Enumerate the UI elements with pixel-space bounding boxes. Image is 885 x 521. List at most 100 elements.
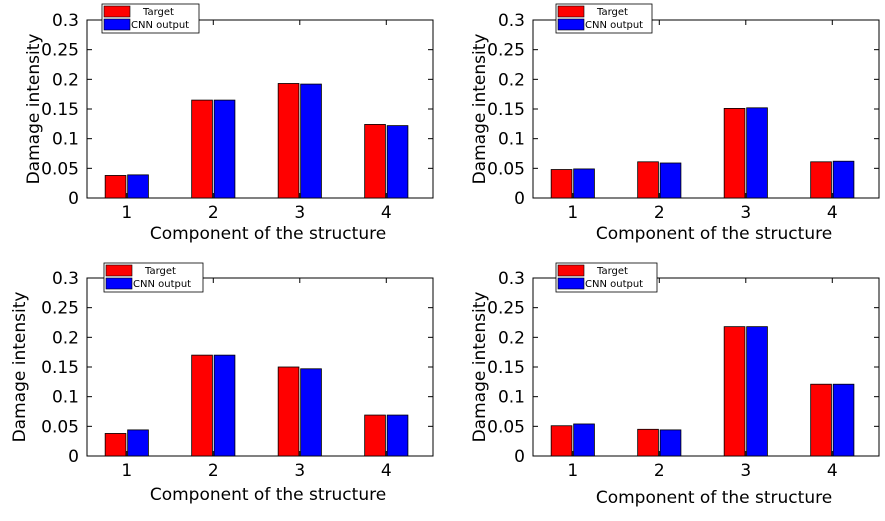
bar-target-3 xyxy=(277,366,300,457)
x-axis-label: Component of the structure xyxy=(150,485,386,505)
legend-swatch-cnn xyxy=(557,277,585,290)
legend-label-cnn: CNN output xyxy=(585,279,643,290)
bar-target-2 xyxy=(637,428,659,457)
x-tick-label: 1 xyxy=(567,461,578,481)
legend-swatch-target xyxy=(105,264,133,277)
x-tick-label: 3 xyxy=(294,461,305,481)
bar-target-1 xyxy=(104,433,127,457)
bar-cnn-2 xyxy=(659,162,682,199)
y-tick-label: 0.3 xyxy=(52,11,79,31)
legend: Target CNN output xyxy=(555,262,658,293)
bar-cnn-4 xyxy=(832,160,855,199)
bar-target-2 xyxy=(637,161,659,199)
x-tick-label: 2 xyxy=(654,461,665,481)
y-tick-label: 0.25 xyxy=(41,41,79,61)
y-tick-label: 0.1 xyxy=(498,388,525,408)
legend-swatch-target xyxy=(557,264,585,277)
y-tick-label: 0.05 xyxy=(41,417,79,437)
y-tick-label: 0.3 xyxy=(498,269,525,289)
x-tick-label: 2 xyxy=(654,203,665,223)
bar-cnn-3 xyxy=(300,368,322,457)
bar-cnn-4 xyxy=(386,125,409,199)
legend-swatch-cnn xyxy=(103,18,131,31)
x-tick-label: 3 xyxy=(294,203,305,223)
bar-cnn-1 xyxy=(573,423,595,457)
legend-swatch-target xyxy=(557,5,585,18)
bar-cnn-1 xyxy=(127,429,149,457)
y-tick-label: 0.15 xyxy=(41,358,79,378)
legend: Target CNN output xyxy=(101,3,200,34)
y-axis-label: Damage intensity xyxy=(24,34,44,185)
legend-label-cnn: CNN output xyxy=(585,20,643,31)
bar-target-4 xyxy=(810,161,832,199)
bar-cnn-3 xyxy=(746,107,768,199)
legend: Target CNN output xyxy=(103,262,204,293)
bar-cnn-3 xyxy=(300,83,322,199)
x-tick-label: 1 xyxy=(121,461,132,481)
bar-target-4 xyxy=(364,414,386,457)
y-axis-label: Damage intensity xyxy=(10,292,30,443)
x-axis-label: Component of the structure xyxy=(596,488,832,508)
y-tick-label: 0.2 xyxy=(52,328,79,348)
bar-cnn-4 xyxy=(386,414,409,457)
y-tick-label: 0.15 xyxy=(487,100,525,120)
bar-cnn-1 xyxy=(573,168,595,199)
chart-panel-4: 0 0.05 0.1 0.15 0.2 0.25 0.3 1 2 3 4 Component of t… xyxy=(470,262,880,508)
y-axis-label: Damage intensity xyxy=(470,34,490,185)
y-tick-label: 0.25 xyxy=(487,41,525,61)
bar-target-4 xyxy=(810,383,832,457)
y-tick-label: 0.1 xyxy=(52,130,79,150)
y-tick-label: 0.25 xyxy=(41,299,79,319)
bar-target-3 xyxy=(723,326,746,457)
y-tick-label: 0.2 xyxy=(498,70,525,90)
x-tick-label: 3 xyxy=(740,461,751,481)
bar-cnn-2 xyxy=(213,99,236,199)
bar-target-3 xyxy=(277,83,300,199)
y-tick-label: 0 xyxy=(68,447,79,467)
legend-swatch-cnn xyxy=(557,18,585,31)
bar-target-4 xyxy=(364,124,386,199)
legend-swatch-cnn xyxy=(105,277,133,290)
bar-target-2 xyxy=(191,354,213,457)
legend-label-target: Target xyxy=(142,7,174,18)
x-tick-label: 2 xyxy=(208,203,219,223)
y-tick-label: 0.3 xyxy=(498,11,525,31)
bar-target-2 xyxy=(191,99,213,199)
y-tick-label: 0.15 xyxy=(487,358,525,378)
bar-cnn-2 xyxy=(659,429,682,457)
y-tick-label: 0.25 xyxy=(487,299,525,319)
bar-target-1 xyxy=(104,175,127,199)
y-tick-label: 0.05 xyxy=(487,417,525,437)
legend-label-cnn: CNN output xyxy=(131,20,189,31)
y-tick-label: 0.1 xyxy=(498,130,525,150)
y-tick-label: 0.05 xyxy=(41,159,79,179)
y-tick-label: 0.2 xyxy=(498,328,525,348)
y-tick-label: 0 xyxy=(514,447,525,467)
x-axis-label: Component of the structure xyxy=(150,224,386,244)
x-tick-label: 4 xyxy=(827,461,838,481)
bar-cnn-4 xyxy=(832,383,855,457)
legend-label-target: Target xyxy=(596,7,628,18)
legend-label-target: Target xyxy=(596,266,628,277)
y-tick-label: 0.2 xyxy=(52,70,79,90)
bar-target-3 xyxy=(723,108,746,199)
y-tick-label: 0.1 xyxy=(52,388,79,408)
chart-panel-3: 0 0.05 0.1 0.15 0.2 0.25 0.3 1 2 3 4 Component of t… xyxy=(10,262,434,505)
legend: Target CNN output xyxy=(555,3,653,34)
x-tick-label: 4 xyxy=(381,203,392,223)
legend-label-target: Target xyxy=(144,266,176,277)
y-tick-label: 0.05 xyxy=(487,159,525,179)
y-tick-label: 0 xyxy=(514,189,525,209)
y-tick-label: 0.15 xyxy=(41,100,79,120)
x-axis-label: Component of the structure xyxy=(596,224,832,244)
bar-cnn-3 xyxy=(746,326,768,457)
legend-label-cnn: CNN output xyxy=(133,279,191,290)
x-tick-label: 3 xyxy=(740,203,751,223)
x-tick-label: 1 xyxy=(567,203,578,223)
y-axis-label: Damage intensity xyxy=(470,292,490,443)
x-tick-label: 2 xyxy=(208,461,219,481)
x-tick-label: 4 xyxy=(827,203,838,223)
